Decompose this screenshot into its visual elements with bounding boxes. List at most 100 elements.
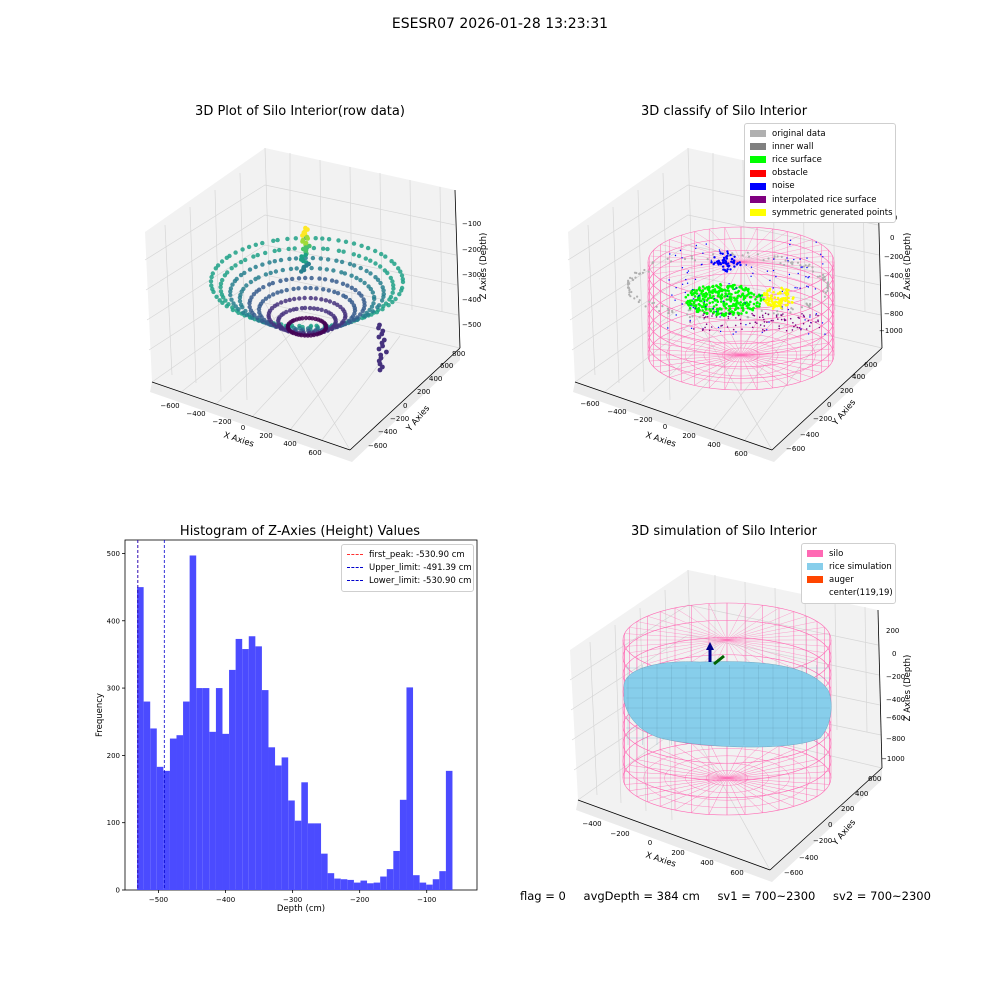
legend-item-interpolated: interpolated rice surface <box>750 193 890 206</box>
silo-roof-spoke <box>740 235 801 263</box>
scatter-point <box>708 307 711 311</box>
panel1-ztick: −100 <box>462 220 481 228</box>
scatter-point <box>311 245 317 251</box>
panel2-xtick: −600 <box>580 400 599 408</box>
silo-floor-spoke <box>694 354 742 386</box>
scatter-point <box>703 312 705 315</box>
scatter-point <box>373 261 378 266</box>
silo-floor-spoke <box>660 354 742 373</box>
histogram-bar <box>399 799 407 890</box>
panel2-gridlines <box>567 147 883 451</box>
scatter-point <box>796 261 800 264</box>
silo-floor-spoke <box>726 777 830 785</box>
scatter-point <box>628 291 631 294</box>
scatter-point <box>725 262 728 266</box>
scatter-point <box>387 297 392 302</box>
scatter-point <box>722 256 726 260</box>
silo-floor-spoke <box>624 771 728 779</box>
scatter-point <box>698 316 701 319</box>
silo-roof-spoke <box>726 616 807 641</box>
scatter-point <box>746 306 750 310</box>
scatter-point <box>703 300 706 303</box>
scatter-point <box>633 297 636 300</box>
histogram-ytick-label: 100 <box>107 819 120 827</box>
scatter-point <box>227 253 232 259</box>
scatter-point <box>641 271 645 274</box>
histogram-bar <box>406 687 414 890</box>
sv1-text: sv1 = 700~2300 <box>717 889 816 903</box>
scatter-point <box>332 289 337 295</box>
scatter-point <box>243 257 248 263</box>
scatter-point <box>809 316 811 318</box>
avg-depth-text: avgDepth = 384 cm <box>583 889 700 903</box>
scatter-point <box>753 314 756 317</box>
scatter-point <box>688 316 692 319</box>
legend-item-center: center(119,19) <box>807 587 893 600</box>
scatter-point <box>638 272 642 275</box>
panel1-xtick: −400 <box>186 410 205 418</box>
scatter-point <box>345 283 350 288</box>
scatter-point <box>805 276 807 278</box>
silo-roof-spoke <box>740 261 788 293</box>
scatter-point <box>719 284 723 287</box>
scatter-point <box>802 314 805 317</box>
scatter-point <box>745 324 747 326</box>
scatter-point <box>628 289 631 292</box>
scatter-point <box>773 258 775 260</box>
scatter-point <box>692 292 696 295</box>
panel2-ytick: 200 <box>840 387 853 395</box>
scatter-point <box>701 294 705 298</box>
panel2-ztick: −600 <box>884 291 903 299</box>
silo-floor-spoke <box>740 354 829 368</box>
histogram-bar <box>235 638 243 890</box>
scatter-point <box>743 296 747 300</box>
scatter-point <box>381 294 386 299</box>
panel4-auger-arm <box>713 654 725 666</box>
silo-roof-spoke <box>694 231 742 263</box>
scatter-point <box>303 285 308 291</box>
panel1-z-ticks: −100 −200 −300 −400 −500 <box>462 220 481 329</box>
scatter-point <box>731 304 734 308</box>
histogram-bar <box>301 782 308 890</box>
scatter-point <box>293 256 299 261</box>
panel4-xtick: 600 <box>730 869 743 877</box>
histogram-bar <box>334 878 341 890</box>
scatter-point <box>287 297 292 303</box>
scatter-point <box>815 241 817 243</box>
scatter-point <box>229 297 234 302</box>
scatter-point <box>296 286 301 291</box>
silo-roof-spoke <box>624 633 728 641</box>
scatter-point <box>685 278 687 281</box>
panel2-xtick: 400 <box>707 441 720 449</box>
scatter-point <box>305 236 311 241</box>
histogram-ytick-label: 200 <box>107 752 120 760</box>
scatter-point <box>287 308 293 313</box>
histogram-bar <box>393 850 400 890</box>
scatter-point <box>238 302 244 307</box>
panel4-xtick: 0 <box>648 839 652 847</box>
scatter-point <box>721 252 724 255</box>
scatter-point <box>728 283 730 285</box>
scatter-point <box>686 313 689 316</box>
scatter-point <box>699 294 701 296</box>
scatter-point <box>368 271 373 276</box>
scatter-point <box>369 304 375 309</box>
panel4-zlabel: Z Axies (Depth) <box>903 655 913 722</box>
scatter-point <box>368 286 373 292</box>
scatter-point <box>391 286 396 291</box>
scatter-point <box>725 270 729 273</box>
scatter-point <box>319 297 324 302</box>
scatter-point <box>705 311 709 315</box>
scatter-point <box>738 261 741 264</box>
scatter-point <box>756 322 758 325</box>
scatter-point <box>278 278 283 284</box>
scatter-point <box>756 253 759 256</box>
legend-item-inner-wall: inner wall <box>750 140 890 153</box>
scatter-point <box>713 299 717 302</box>
scatter-point <box>695 292 699 295</box>
panel4-ztick: −800 <box>886 735 905 743</box>
scatter-point <box>721 324 723 327</box>
scatter-point <box>283 298 288 304</box>
scatter-point <box>284 287 289 293</box>
silo-floor-spoke <box>629 765 728 779</box>
